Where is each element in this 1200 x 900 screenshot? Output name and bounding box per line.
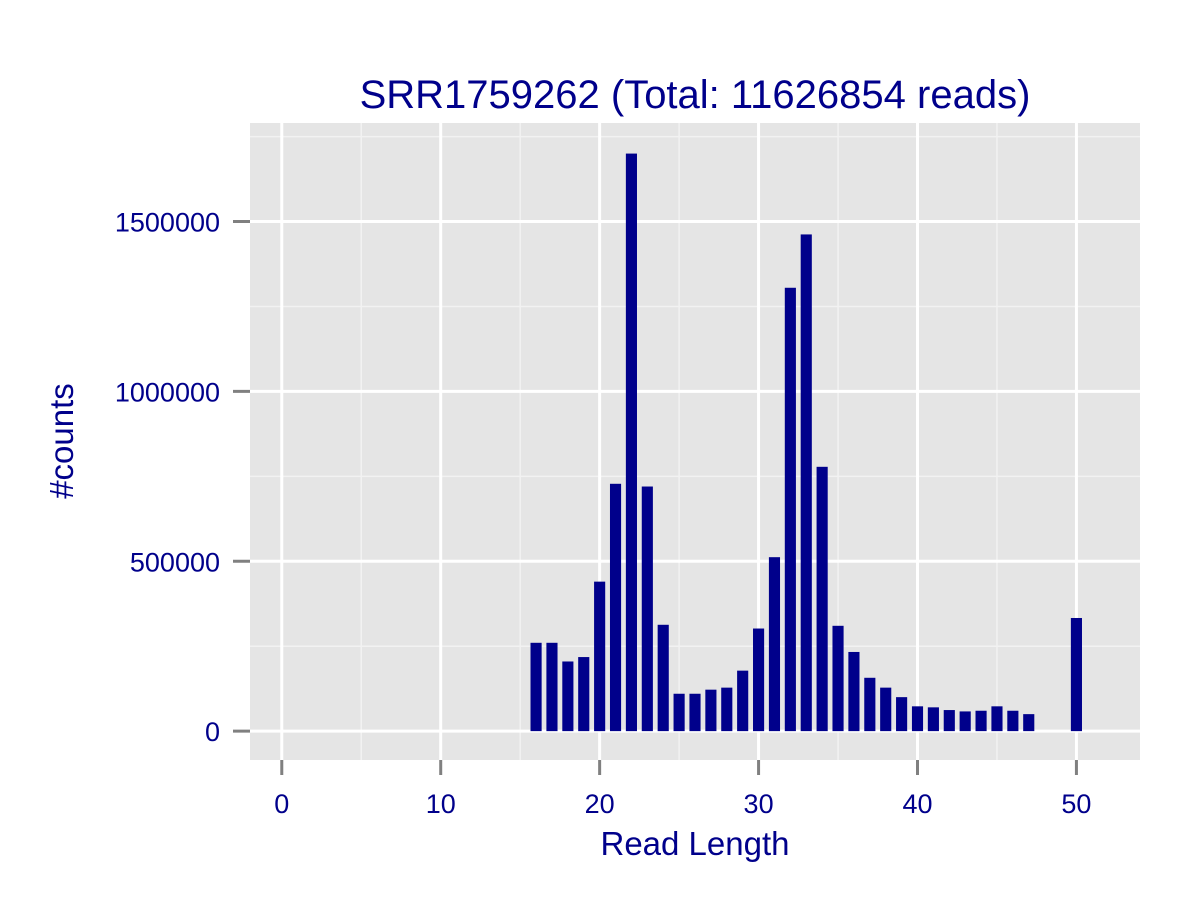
bar-length-46 — [1007, 710, 1019, 732]
bar-length-30 — [753, 628, 765, 732]
x-tick-label: 0 — [274, 789, 289, 819]
bar-length-40 — [911, 706, 924, 732]
tick-labels: 0 10 20 30 40 50 0 500000 1000000 1500000 — [115, 208, 1092, 819]
bar-length-31 — [768, 557, 781, 732]
y-tick-label: 1000000 — [115, 377, 220, 407]
x-tick-label: 30 — [744, 789, 774, 819]
bar-length-19 — [578, 657, 590, 732]
x-tick-label: 10 — [426, 789, 456, 819]
chart-title: SRR1759262 (Total: 11626854 reads) — [360, 73, 1031, 117]
bar-length-39 — [896, 697, 908, 732]
bar-length-38 — [880, 687, 892, 732]
bar-length-26 — [689, 693, 701, 732]
bar-length-27 — [705, 689, 717, 732]
bar-length-44 — [975, 710, 987, 732]
bar-length-24 — [657, 624, 669, 732]
bar-length-43 — [959, 711, 971, 732]
bar-length-23 — [641, 486, 653, 732]
bars — [530, 153, 1082, 732]
bar-length-37 — [864, 677, 876, 732]
y-tick-label: 1500000 — [115, 208, 220, 238]
x-axis-title: Read Length — [601, 825, 790, 862]
bar-length-25 — [673, 693, 685, 732]
x-tick-label: 20 — [585, 789, 615, 819]
bar-length-42 — [943, 710, 955, 732]
bar-length-16 — [530, 642, 542, 732]
y-axis-title: #counts — [43, 383, 80, 499]
bar-length-18 — [562, 661, 574, 732]
bar-length-47 — [1023, 714, 1035, 732]
axis-ticks — [233, 220, 1078, 775]
bar-length-33 — [800, 234, 812, 732]
bar-length-20 — [594, 581, 606, 732]
y-tick-label: 500000 — [130, 547, 220, 577]
bar-length-41 — [927, 707, 939, 732]
bar-length-28 — [721, 687, 733, 732]
x-tick-label: 40 — [902, 789, 932, 819]
bar-length-32 — [784, 287, 796, 732]
bar-length-34 — [816, 466, 828, 732]
y-tick-label: 0 — [205, 717, 220, 747]
panel-background — [250, 123, 1140, 760]
x-tick-label: 50 — [1061, 789, 1091, 819]
bar-length-29 — [737, 670, 749, 732]
bar-length-45 — [991, 706, 1003, 732]
bar-length-17 — [546, 642, 558, 732]
bar-length-22 — [625, 153, 637, 732]
bar-length-35 — [832, 625, 844, 732]
bar-length-21 — [609, 483, 622, 732]
grid-lines — [250, 123, 1140, 760]
bar-length-50 — [1070, 617, 1082, 732]
bar-length-36 — [848, 651, 860, 732]
